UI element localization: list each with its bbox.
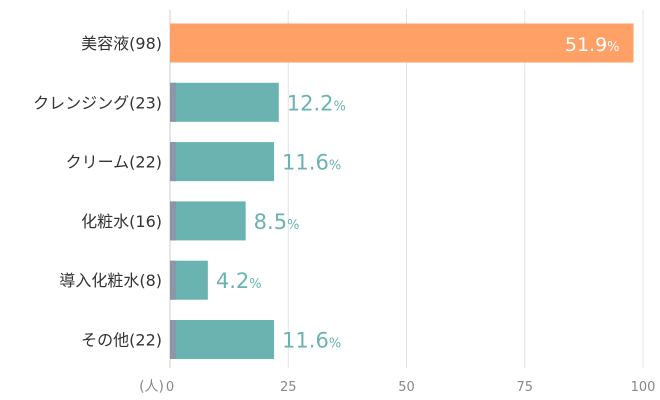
value-label-4: 4.2% [216, 269, 262, 293]
x-tick-label-25: 25 [280, 380, 297, 395]
bar-3 [170, 201, 246, 241]
category-label-1: クレンジング(23) [33, 93, 162, 112]
bar-0 [170, 23, 634, 63]
x-tick-label-100: 100 [631, 380, 656, 395]
value-label-3: 8.5% [254, 210, 300, 234]
bar-5 [170, 320, 275, 359]
bar-stub-4 [170, 260, 176, 300]
bar-stub-2 [170, 142, 176, 182]
x-unit-label: (人) [139, 379, 164, 395]
bar-stub-3 [170, 201, 176, 241]
x-tick-label-50: 50 [398, 380, 415, 395]
category-label-4: 導入化粧水(8) [59, 271, 162, 290]
value-label-2: 11.6% [282, 151, 341, 175]
category-label-0: 美容液(98) [81, 34, 162, 53]
x-tick-label-75: 75 [516, 380, 533, 395]
value-label-0: 51.9% [565, 34, 620, 56]
category-label-5: その他(22) [81, 331, 162, 350]
x-tick-label-0: 0 [166, 380, 174, 395]
bar-1 [170, 82, 279, 122]
bar-stub-5 [170, 320, 176, 359]
value-label-5: 11.6% [282, 329, 341, 353]
category-label-2: クリーム(22) [66, 153, 162, 172]
category-label-3: 化粧水(16) [81, 212, 162, 231]
value-label-1: 12.2% [287, 91, 346, 115]
bar-2 [170, 142, 275, 182]
bar-4 [170, 260, 208, 300]
bar-stub-1 [170, 82, 176, 122]
